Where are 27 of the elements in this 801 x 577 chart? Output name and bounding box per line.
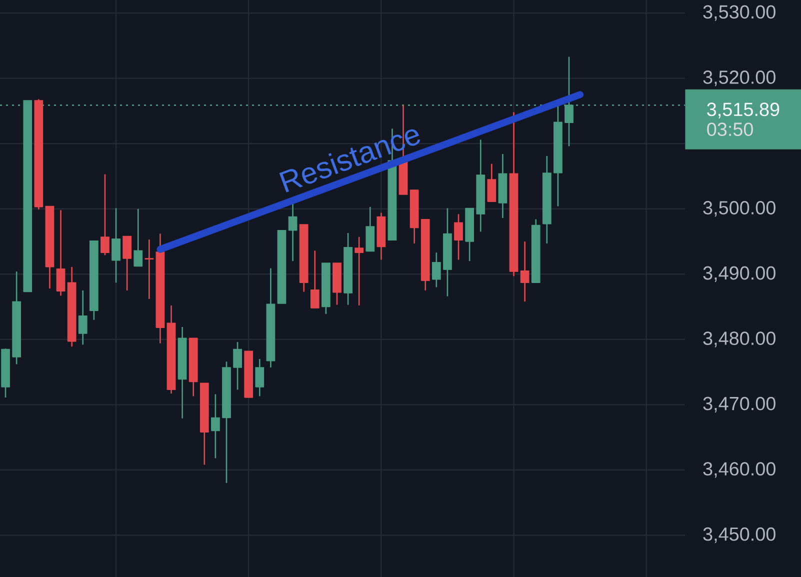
ref-line-label: 3,515.89 <box>707 102 780 118</box>
y-tick-label: 3,500.00 <box>703 201 776 217</box>
candlestick <box>354 236 364 306</box>
candlestick <box>78 290 88 346</box>
candlestick <box>432 252 441 288</box>
candlestick <box>288 201 298 262</box>
y-tick-label: 3,480.00 <box>703 332 776 348</box>
y-tick-label: 3,490.00 <box>703 266 776 282</box>
y-tick-label: 3,470.00 <box>703 396 776 412</box>
candlestick <box>211 394 220 459</box>
candlestick <box>255 358 264 397</box>
candlestick <box>122 236 132 292</box>
candlestick <box>310 250 320 309</box>
candlestick <box>56 210 66 296</box>
candlestick <box>233 341 242 390</box>
candlestick <box>487 163 496 202</box>
y-tick-label: 3,460.00 <box>703 462 776 478</box>
candlestick <box>454 213 463 260</box>
y-tick-label: 3,520.00 <box>703 70 776 86</box>
candlestick <box>144 238 154 300</box>
candlestick <box>112 208 120 284</box>
candlestick <box>134 208 143 267</box>
candlestick <box>520 240 530 302</box>
candlestick <box>100 174 110 256</box>
y-tick-label: 3,450.00 <box>703 527 776 544</box>
text: 03:50 <box>707 122 753 136</box>
y-tick-label: 3,530.00 <box>703 5 776 21</box>
